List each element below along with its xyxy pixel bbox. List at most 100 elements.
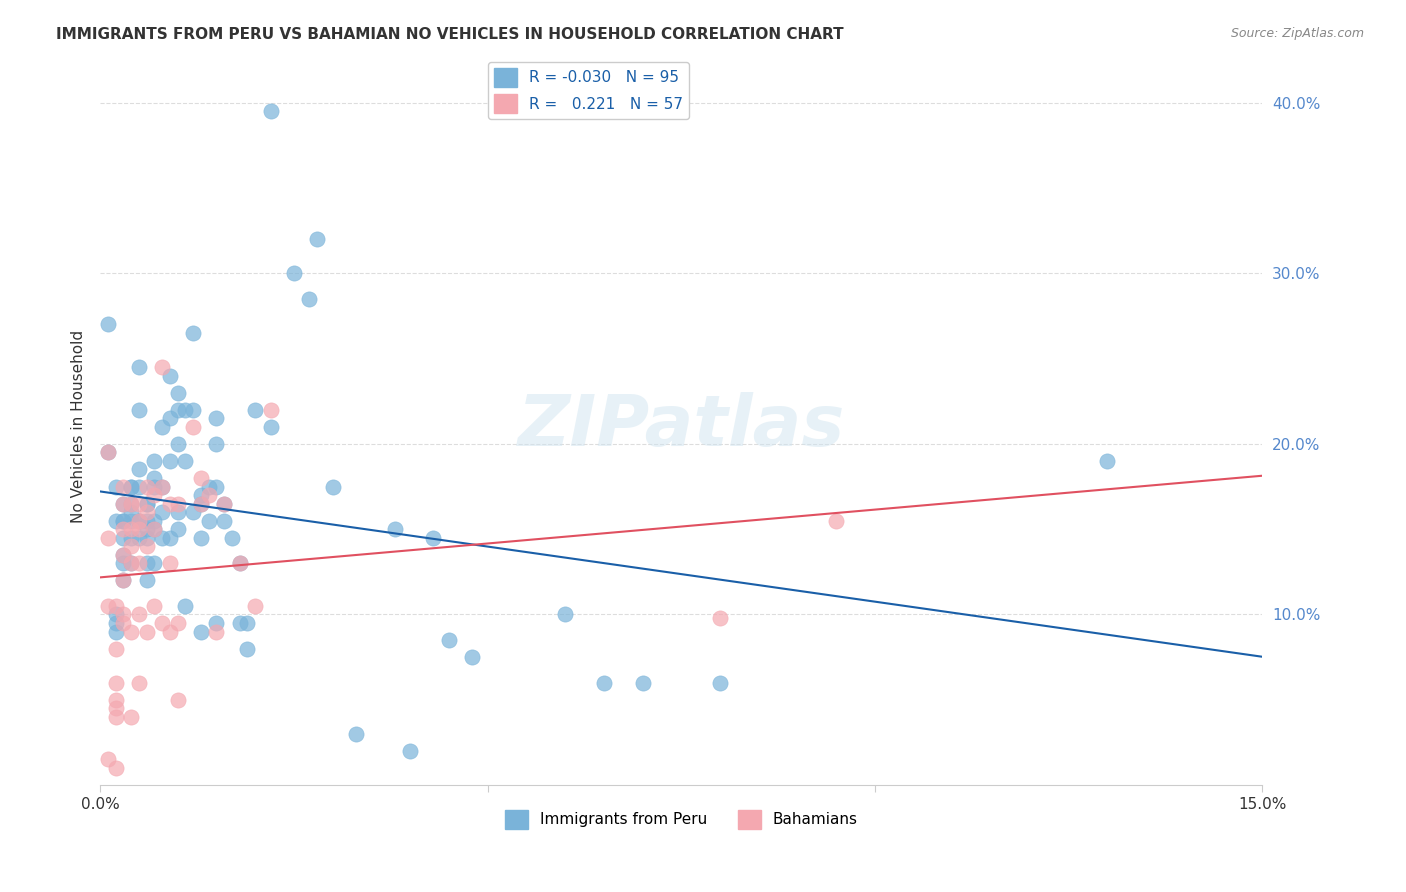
Point (104, 514, 127, 528)
Point (150, 479, 173, 493)
Point (112, 531, 135, 545)
Point (143, 479, 166, 493)
Point (135, 574, 157, 588)
Point (422, 531, 444, 545)
Point (159, 454, 181, 468)
Point (166, 497, 188, 511)
Point (128, 556, 150, 570)
Point (205, 437, 228, 451)
Point (181, 419, 204, 434)
Point (166, 693, 188, 707)
Point (205, 615, 228, 630)
Point (190, 497, 212, 511)
Point (181, 402, 204, 417)
Point (236, 615, 259, 630)
Point (104, 479, 127, 493)
Point (112, 556, 135, 570)
Point (437, 633, 460, 648)
Point (212, 497, 235, 511)
Point (112, 522, 135, 536)
Point (631, 675, 654, 690)
Point (143, 556, 166, 570)
Text: IMMIGRANTS FROM PERU VS BAHAMIAN NO VEHICLES IN HOUSEHOLD CORRELATION CHART: IMMIGRANTS FROM PERU VS BAHAMIAN NO VEHI… (56, 27, 844, 42)
Point (166, 615, 188, 630)
Point (128, 514, 150, 528)
Point (135, 514, 157, 528)
Point (112, 479, 135, 493)
Point (128, 497, 150, 511)
Point (259, 104, 281, 119)
Point (104, 599, 127, 613)
Point (197, 479, 219, 493)
Point (135, 479, 157, 493)
Point (97, 445, 120, 459)
Point (135, 624, 157, 639)
Point (135, 539, 157, 553)
Point (104, 624, 127, 639)
Point (190, 497, 212, 511)
Point (120, 522, 142, 536)
Point (135, 505, 157, 519)
Point (128, 675, 150, 690)
Text: Source: ZipAtlas.com: Source: ZipAtlas.com (1230, 27, 1364, 40)
Point (212, 497, 235, 511)
Point (554, 607, 576, 622)
Point (97, 445, 120, 459)
Point (120, 710, 142, 724)
Point (135, 522, 157, 536)
Point (128, 402, 150, 417)
Point (120, 539, 142, 553)
Y-axis label: No Vehicles in Household: No Vehicles in Household (72, 330, 86, 524)
Point (322, 479, 344, 493)
Point (221, 531, 243, 545)
Point (97, 599, 120, 613)
Point (461, 650, 484, 665)
Point (112, 574, 135, 588)
Point (298, 292, 321, 306)
Point (143, 454, 166, 468)
Point (143, 488, 166, 502)
Point (259, 419, 281, 434)
Point (104, 675, 127, 690)
Point (174, 599, 197, 613)
Point (120, 497, 142, 511)
Point (112, 607, 135, 622)
Point (166, 385, 188, 400)
Point (112, 548, 135, 562)
Point (166, 437, 188, 451)
Point (181, 505, 204, 519)
Point (97, 531, 120, 545)
Point (259, 402, 281, 417)
Point (150, 360, 173, 375)
Point (190, 624, 212, 639)
Point (128, 522, 150, 536)
Point (104, 701, 127, 715)
Point (135, 497, 157, 511)
Point (283, 266, 305, 280)
Point (104, 615, 127, 630)
Point (159, 556, 181, 570)
Point (709, 675, 731, 690)
Point (120, 479, 142, 493)
Point (150, 419, 173, 434)
Point (97, 318, 120, 332)
Point (112, 615, 135, 630)
Point (120, 624, 142, 639)
Point (166, 402, 188, 417)
Point (143, 514, 166, 528)
Point (190, 488, 212, 502)
Point (159, 497, 181, 511)
Point (1097, 454, 1119, 468)
Point (150, 615, 173, 630)
Point (104, 607, 127, 622)
Point (104, 693, 127, 707)
Point (120, 505, 142, 519)
Point (205, 624, 228, 639)
Point (120, 531, 142, 545)
Point (174, 402, 197, 417)
Point (159, 624, 181, 639)
Point (228, 615, 250, 630)
Point (135, 497, 157, 511)
Point (104, 641, 127, 656)
Point (112, 574, 135, 588)
